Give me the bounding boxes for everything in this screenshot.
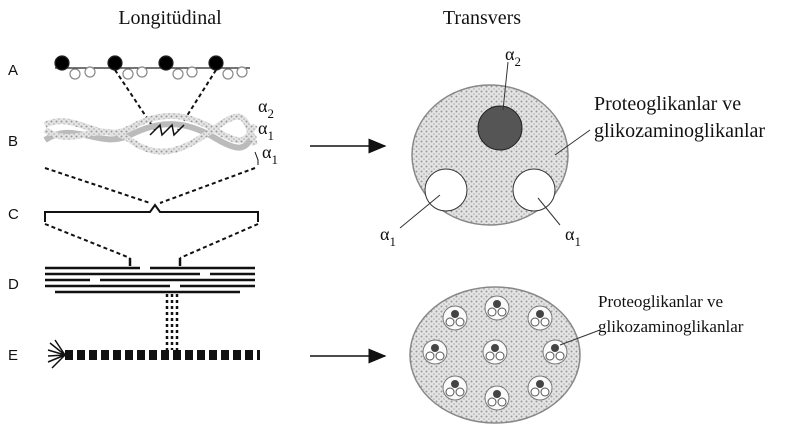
molecule-bracket [45, 205, 258, 222]
chain-label: α1 [565, 224, 581, 249]
header: Longitüdinal [118, 7, 222, 29]
cross-section-top: α2 α1 α1 Proteoglikanlar ve glikozaminog… [380, 44, 765, 249]
row-label: B [8, 133, 18, 150]
row-label: D [8, 276, 19, 293]
row-label: C [8, 206, 19, 223]
chain-label: α1 [258, 118, 274, 143]
chain-label: α1 [262, 142, 278, 167]
zoom-lines [45, 168, 255, 203]
chain-label: α1 [380, 224, 396, 249]
collagen-diagram: Longitüdinal Transvers A B C D E α2 α1 α… [0, 0, 791, 428]
fibril [528, 306, 552, 330]
fibril [528, 376, 552, 400]
fibril [485, 296, 509, 320]
caption: Proteoglikanlar ve [594, 93, 741, 115]
fibril-stack [45, 258, 255, 292]
triple-helix [45, 116, 255, 152]
caption: Proteoglikanlar ve [598, 292, 723, 311]
header: Transvers [443, 7, 521, 29]
fibril [443, 376, 467, 400]
fibril [443, 306, 467, 330]
row-label: A [8, 62, 18, 79]
fibril [423, 340, 447, 364]
zoom-lines [167, 294, 177, 350]
helix-labels: α2 α1 α1 [258, 96, 278, 167]
row-a-chain [55, 56, 250, 79]
fibril [483, 340, 507, 364]
fibril [485, 386, 509, 410]
zoom-lines [45, 224, 258, 258]
row-label: E [8, 347, 18, 364]
row-labels: A B C D E [8, 62, 19, 364]
caption: glikozaminoglikanlar [598, 317, 744, 336]
cross-section-bottom: Proteoglikanlar ve glikozaminoglikanlar [410, 287, 744, 423]
caption: glikozaminoglikanlar [594, 120, 765, 142]
fiber [48, 340, 260, 368]
